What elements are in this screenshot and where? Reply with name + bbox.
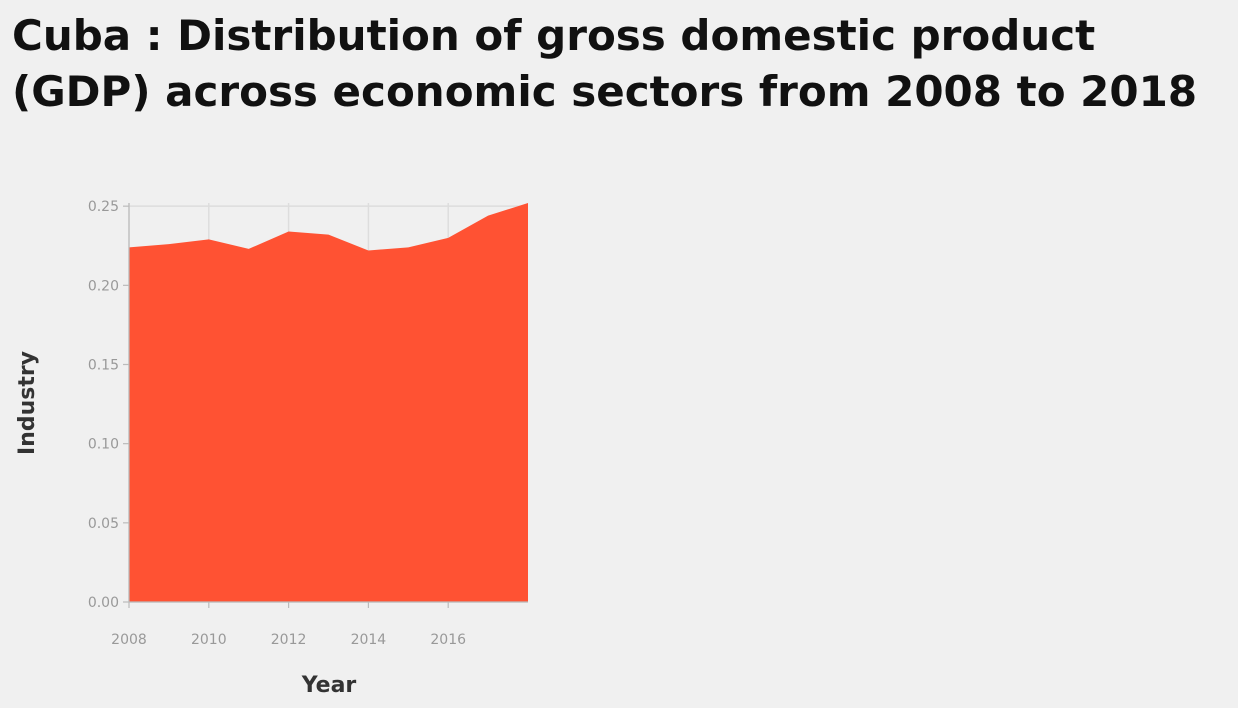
y-tick-label: 0.10 [88,437,119,453]
x-tick-label: 2014 [351,632,387,648]
y-axis-label: Industry [15,351,40,455]
tick-labels: 0.00 0.05 0.10 0.15 0.20 0.25 2008 2010 2012 2014… [88,199,466,648]
y-tick-label: 0.15 [88,358,119,374]
chart-title: Cuba : Distribution of gross domestic pr… [12,11,1198,117]
area-series [129,203,528,602]
y-tick-label: 0.05 [88,516,119,532]
x-axis-label: Year [301,673,357,698]
x-tick-label: 2008 [111,632,147,648]
y-tick-label: 0.00 [88,595,119,611]
y-tick-label: 0.25 [88,199,119,215]
x-tick-label: 2016 [430,632,466,648]
x-tick-label: 2012 [271,632,307,648]
area-fill [129,203,528,602]
x-tick-label: 2010 [191,632,227,648]
axes [123,203,528,608]
y-tick-label: 0.20 [88,278,119,294]
